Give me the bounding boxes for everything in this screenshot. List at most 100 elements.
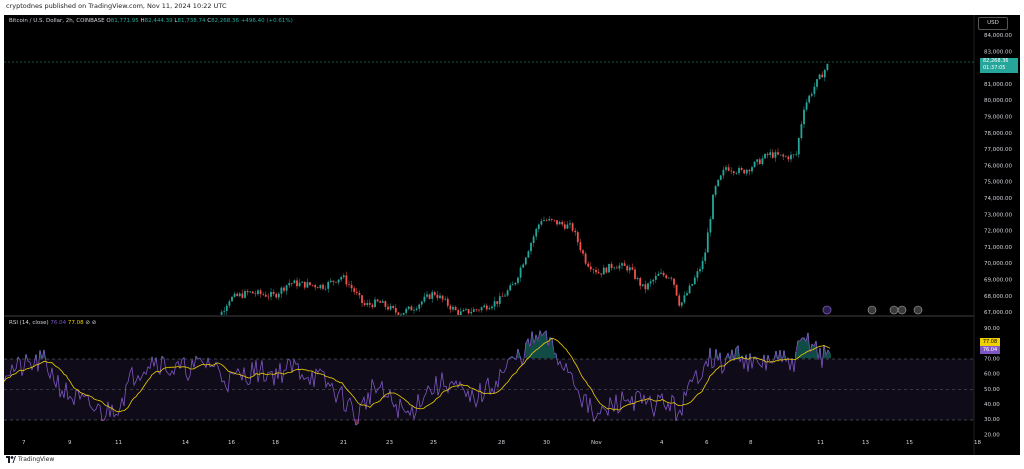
candle-body bbox=[784, 156, 787, 158]
price-tick-label: 79,000.00 bbox=[984, 115, 1012, 121]
candle-body bbox=[524, 257, 527, 265]
candle-body bbox=[618, 265, 621, 269]
candle-body bbox=[337, 279, 340, 283]
rsi-overbought-fill bbox=[17, 331, 831, 359]
candle-body bbox=[483, 305, 486, 308]
rsi-value-tag: 76.04 bbox=[980, 346, 1000, 354]
candle-body bbox=[589, 266, 592, 270]
rsi-tick-label: 30.00 bbox=[984, 417, 1000, 423]
candle-body bbox=[615, 267, 618, 269]
price-tick-label: 73,000.00 bbox=[984, 212, 1012, 218]
candle-body bbox=[316, 287, 319, 289]
candle-body bbox=[467, 309, 470, 314]
candle-body bbox=[779, 154, 782, 156]
candle-body bbox=[795, 154, 798, 155]
candle-body bbox=[342, 275, 345, 278]
candle-body bbox=[418, 304, 421, 309]
candle-body bbox=[293, 280, 296, 284]
candle-body bbox=[426, 294, 428, 297]
candle-body bbox=[296, 280, 298, 287]
time-tick-label: 28 bbox=[498, 440, 505, 446]
price-tick-label: 72,000.00 bbox=[984, 229, 1012, 235]
time-tick-label: 6 bbox=[705, 440, 709, 446]
candle-body bbox=[680, 302, 683, 306]
candle-body bbox=[254, 293, 257, 295]
currency-button[interactable]: USD bbox=[978, 17, 1008, 30]
candle-body bbox=[402, 312, 405, 315]
candle-body bbox=[322, 284, 324, 289]
price-chart[interactable]: 84,000.0083,000.0082,000.0081,000.0080,0… bbox=[4, 15, 1020, 455]
candle-body bbox=[714, 186, 717, 195]
candle-body bbox=[457, 310, 460, 315]
flag-icon[interactable] bbox=[897, 305, 907, 315]
rsi-ma-value: 77.08 bbox=[67, 320, 84, 326]
candle-body bbox=[309, 282, 311, 285]
candle-body bbox=[384, 301, 387, 307]
eye-icon[interactable]: ⊘ bbox=[85, 320, 90, 326]
candle-body bbox=[517, 277, 519, 283]
candle-body bbox=[631, 267, 634, 270]
candle-body bbox=[257, 290, 259, 295]
time-tick-label: 23 bbox=[386, 440, 393, 446]
candle-body bbox=[574, 230, 577, 233]
candle-body bbox=[576, 232, 579, 243]
footer-brand: TradingView bbox=[6, 456, 54, 463]
candle-body bbox=[353, 288, 356, 292]
flag-icon[interactable] bbox=[867, 305, 877, 315]
candle-body bbox=[407, 306, 410, 309]
candle-body bbox=[735, 172, 738, 174]
symbol-legend: Bitcoin / U.S. Dollar, 2h, COINBASE O81,… bbox=[9, 18, 293, 24]
price-tick-label: 81,000.00 bbox=[984, 82, 1012, 88]
settings-icon[interactable]: ⊘ bbox=[91, 320, 97, 326]
symbol-name: Bitcoin / U.S. Dollar, 2h, COINBASE bbox=[9, 18, 105, 24]
price-tick-label: 83,000.00 bbox=[984, 49, 1012, 55]
candle-body bbox=[722, 169, 725, 176]
candle-body bbox=[649, 281, 652, 284]
close-value: 82,268.36 bbox=[211, 18, 240, 24]
flag-icon[interactable] bbox=[889, 305, 899, 315]
candle-body bbox=[485, 305, 488, 310]
event-marker[interactable] bbox=[822, 305, 832, 315]
candle-body bbox=[608, 263, 610, 273]
candle-body bbox=[597, 272, 600, 274]
candle-body bbox=[696, 271, 699, 278]
candle-body bbox=[644, 284, 647, 290]
flag-icon[interactable] bbox=[913, 305, 923, 315]
chart-frame[interactable]: Bitcoin / U.S. Dollar, 2h, COINBASE O81,… bbox=[4, 15, 1020, 455]
candle-body bbox=[288, 283, 291, 286]
candle-body bbox=[324, 288, 327, 290]
candle-body bbox=[472, 309, 475, 312]
candle-body bbox=[280, 287, 283, 294]
candle-body bbox=[688, 285, 691, 294]
candle-body bbox=[470, 311, 473, 314]
candle-body bbox=[670, 277, 673, 279]
time-tick-label: 14 bbox=[182, 440, 189, 446]
candle-body bbox=[810, 93, 813, 96]
candle-body bbox=[298, 282, 301, 287]
candle-body bbox=[683, 295, 686, 303]
candle-body bbox=[667, 277, 670, 279]
candle-body bbox=[662, 272, 665, 276]
candle-body bbox=[272, 291, 275, 294]
candle-body bbox=[436, 294, 439, 298]
time-tick-label: 8 bbox=[749, 440, 753, 446]
candle-body bbox=[584, 253, 587, 264]
candle-body bbox=[657, 273, 660, 276]
candle-body bbox=[761, 158, 764, 165]
open-value: 81,771.95 bbox=[110, 18, 139, 24]
event-markers[interactable] bbox=[822, 305, 923, 315]
price-tick-label: 76,000.00 bbox=[984, 163, 1012, 169]
candle-body bbox=[519, 267, 522, 278]
tradingview-logo-icon bbox=[6, 456, 16, 463]
candle-body bbox=[561, 221, 564, 225]
candle-body bbox=[361, 295, 363, 304]
time-tick-label: 18 bbox=[272, 440, 279, 446]
rsi-ma-line bbox=[4, 337, 831, 413]
candle-body bbox=[774, 152, 777, 158]
price-tick-label: 75,000.00 bbox=[984, 180, 1012, 186]
candle-body bbox=[675, 284, 678, 296]
candle-body bbox=[686, 293, 688, 296]
candle-body bbox=[480, 307, 483, 311]
candle-body bbox=[691, 284, 694, 286]
rsi-ma-tag: 77.08 bbox=[980, 338, 1000, 346]
